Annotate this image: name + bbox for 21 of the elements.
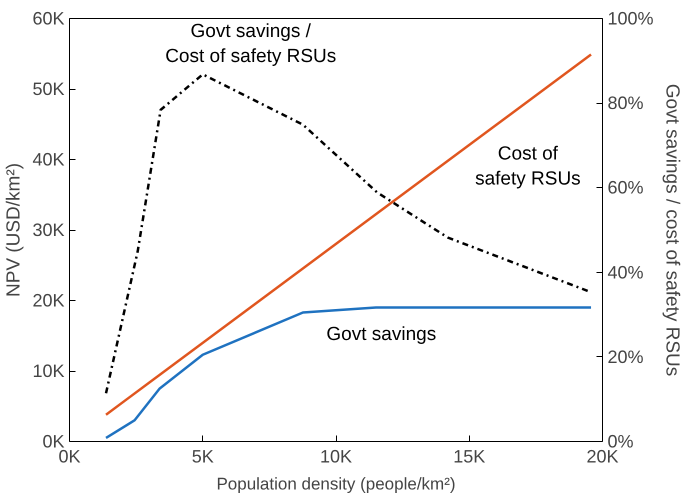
y-tick-label: 20K bbox=[32, 290, 65, 310]
y2-tick-label: 60% bbox=[608, 178, 644, 198]
y-tick-label: 30K bbox=[32, 220, 65, 240]
annotation: Govt savings / Cost of safety RSUs bbox=[165, 20, 336, 67]
annotation: Cost of safety RSUs bbox=[475, 143, 581, 190]
line-series bbox=[104, 306, 592, 440]
x-tick-label: 15K bbox=[453, 446, 486, 466]
annotation: Govt savings bbox=[326, 324, 436, 345]
y2-tick-label: 20% bbox=[608, 346, 644, 367]
y-tick-label: 50K bbox=[32, 79, 65, 99]
x-tick-label: 10K bbox=[320, 446, 352, 466]
y-axis-title: NPV (USD/km²) bbox=[3, 162, 24, 298]
y-tick-label: 60K bbox=[32, 8, 65, 28]
y2-tick-label: 100% bbox=[608, 8, 654, 28]
y2-axis-title: Govt savings / cost of safety RSUs bbox=[662, 84, 683, 376]
y-tick-label: 10K bbox=[32, 361, 65, 381]
x-tick-label: 5K bbox=[192, 446, 214, 466]
y2-tick-label: 80% bbox=[608, 93, 644, 114]
y-tick-label: 40K bbox=[32, 150, 65, 170]
x-axis-title: Population density (people/km²) bbox=[216, 474, 456, 494]
y2-tick-label: 40% bbox=[608, 262, 644, 282]
